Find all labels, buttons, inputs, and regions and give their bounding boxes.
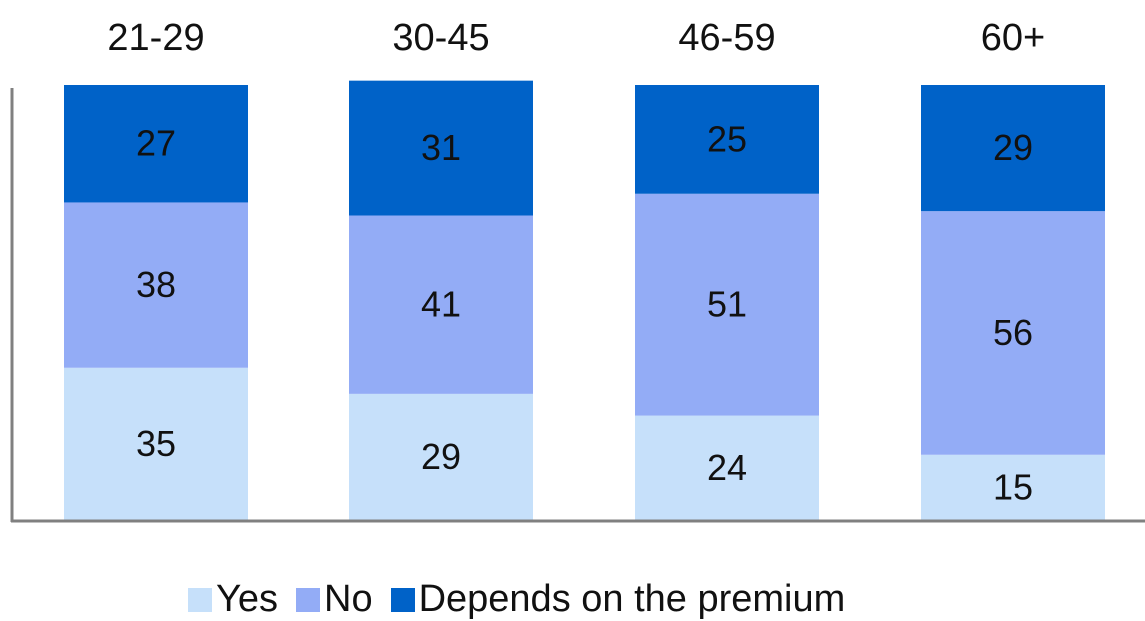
legend-swatch-no: [296, 587, 320, 612]
bar-segment-depends-on-the-premium-0: [64, 85, 248, 203]
value-label-0-3: 15: [993, 466, 1033, 507]
legend: Yes No Depends on the premium: [188, 578, 863, 621]
bar-segment-yes-2: [635, 415, 819, 520]
bar-segment-yes-0: [64, 367, 248, 520]
legend-label-depends: Depends on the premium: [418, 578, 846, 620]
legend-swatch-yes: [188, 587, 212, 612]
bar-segment-depends-on-the-premium-1: [349, 80, 533, 216]
bars: [64, 80, 1105, 520]
bar-segment-depends-on-the-premium-3: [921, 85, 1105, 212]
bar-segment-no-3: [921, 211, 1105, 455]
category-label-0: 21-29: [107, 17, 204, 59]
value-label-2-0: 27: [136, 123, 176, 164]
value-label-1-0: 38: [136, 264, 176, 305]
category-label-2: 46-59: [678, 17, 775, 59]
bar-segment-no-2: [635, 193, 819, 416]
bar-segment-yes-3: [921, 454, 1105, 520]
category-label-1: 30-45: [392, 17, 489, 59]
legend-item-no: No: [296, 578, 373, 621]
legend-label-no: No: [324, 578, 373, 620]
value-label-0-2: 24: [707, 447, 747, 488]
value-label-1-3: 56: [993, 312, 1033, 353]
value-labels: 35 38 27 29 41 31 24 51 25 15 56 29: [136, 118, 1033, 507]
legend-item-yes: Yes: [188, 578, 278, 621]
legend-swatch-depends: [390, 587, 415, 612]
bar-segment-no-1: [349, 215, 533, 394]
value-label-0-1: 29: [421, 436, 461, 477]
value-label-2-1: 31: [421, 127, 461, 168]
value-label-1-2: 51: [707, 284, 747, 325]
bar-segment-yes-1: [349, 393, 533, 520]
bar-segment-depends-on-the-premium-2: [635, 85, 819, 194]
category-label-3: 60+: [981, 17, 1045, 59]
category-labels: 21-29 30-45 46-59 60+: [107, 17, 1045, 59]
legend-label-yes: Yes: [216, 578, 278, 620]
value-label-2-3: 29: [993, 127, 1033, 168]
bar-segment-no-0: [64, 202, 248, 368]
value-label-2-2: 25: [707, 118, 747, 159]
value-label-0-0: 35: [136, 423, 176, 464]
value-label-1-1: 41: [421, 284, 461, 325]
legend-item-depends: Depends on the premium: [390, 578, 846, 621]
